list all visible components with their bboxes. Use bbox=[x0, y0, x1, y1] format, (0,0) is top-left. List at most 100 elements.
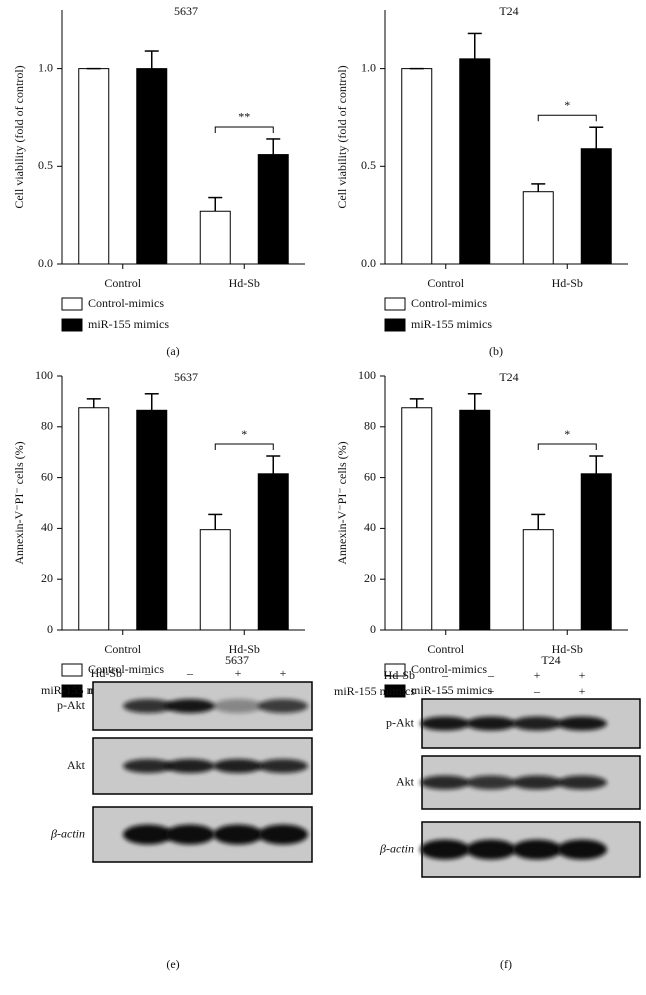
error-bar bbox=[208, 513, 223, 530]
bar bbox=[199, 210, 231, 265]
condition-mark: + bbox=[235, 666, 242, 680]
bar bbox=[522, 191, 554, 265]
y-tick-label: 80 bbox=[364, 419, 376, 433]
error-bar bbox=[589, 455, 604, 474]
chart-title: 5637 bbox=[174, 4, 198, 18]
blot-band bbox=[512, 839, 562, 860]
error-bar bbox=[86, 398, 101, 408]
band-label: β-actin bbox=[379, 841, 414, 855]
y-tick-label: 1.0 bbox=[38, 60, 53, 74]
blot-band bbox=[420, 839, 470, 860]
blot-band bbox=[512, 775, 562, 790]
condition-mark: – bbox=[186, 666, 194, 680]
legend-swatch bbox=[61, 663, 83, 677]
significance-label: * bbox=[241, 427, 247, 441]
condition-mark: + bbox=[579, 668, 586, 682]
y-tick-label: 0.0 bbox=[38, 256, 53, 270]
blot-band bbox=[557, 839, 607, 860]
error-bar bbox=[144, 393, 159, 411]
error-bar bbox=[531, 513, 546, 530]
condition-mark: – bbox=[441, 684, 449, 698]
x-tick-label: Hd-Sb bbox=[552, 642, 583, 656]
condition-label: Hd-Sb bbox=[91, 666, 122, 680]
panel-label: (f) bbox=[500, 957, 512, 971]
x-tick-label: Control bbox=[427, 642, 464, 656]
blot-band bbox=[123, 824, 173, 845]
x-tick-label: Hd-Sb bbox=[229, 642, 260, 656]
blot-band bbox=[123, 699, 173, 713]
x-tick-label: Hd-Sb bbox=[229, 276, 260, 290]
condition-mark: + bbox=[280, 666, 287, 680]
condition-mark: + bbox=[579, 684, 586, 698]
band-label: p-Akt bbox=[386, 715, 415, 729]
significance-bracket bbox=[537, 114, 597, 122]
band-label: Akt bbox=[67, 758, 86, 772]
blot-band bbox=[466, 716, 516, 731]
error-bar bbox=[531, 183, 546, 192]
y-tick-label: 40 bbox=[364, 520, 376, 534]
error-bar bbox=[589, 126, 604, 149]
condition-label: miR-155 mimics bbox=[334, 684, 415, 698]
legend-label: miR-155 mimics bbox=[88, 317, 169, 331]
y-tick-label: 0.5 bbox=[38, 158, 53, 172]
y-axis-label: Cell viability (fold of control) bbox=[12, 65, 26, 208]
legend-swatch bbox=[61, 684, 83, 698]
panel-label: (a) bbox=[166, 344, 179, 358]
x-tick-label: Control bbox=[104, 276, 141, 290]
bar bbox=[136, 409, 168, 631]
blot-band bbox=[213, 824, 263, 845]
significance-label: * bbox=[564, 427, 570, 441]
error-bar bbox=[266, 138, 281, 155]
blot-band bbox=[165, 824, 215, 845]
y-tick-label: 60 bbox=[364, 469, 376, 483]
error-bar bbox=[208, 196, 223, 212]
error-bar bbox=[144, 50, 159, 69]
chart-title: T24 bbox=[499, 370, 518, 384]
bar bbox=[136, 68, 168, 265]
blot-title: 5637 bbox=[225, 653, 249, 667]
bar bbox=[459, 409, 491, 631]
bar bbox=[401, 407, 433, 631]
legend-label: Control-mimics bbox=[88, 662, 164, 676]
y-tick-label: 1.0 bbox=[361, 60, 376, 74]
x-tick-label: Hd-Sb bbox=[552, 276, 583, 290]
chart: 5637 Cell viability (fold of control) 0.0 0… bbox=[12, 4, 305, 358]
band-label: β-actin bbox=[50, 826, 85, 840]
blot-band bbox=[165, 699, 215, 713]
condition-mark: + bbox=[488, 684, 495, 698]
bar bbox=[401, 68, 433, 265]
blot-band bbox=[466, 775, 516, 790]
y-axis-label: Annexin-V⁻PI⁻ cells (%) bbox=[335, 441, 349, 564]
band-label: Akt bbox=[396, 774, 415, 788]
blot-title: T24 bbox=[541, 653, 560, 667]
y-axis-label: Cell viability (fold of control) bbox=[335, 65, 349, 208]
chart: T24 Cell viability (fold of control) 0.0 0.… bbox=[335, 4, 628, 358]
y-tick-label: 100 bbox=[358, 368, 376, 382]
blot-band bbox=[420, 716, 470, 731]
blot-band bbox=[258, 699, 308, 713]
y-tick-label: 0.0 bbox=[361, 256, 376, 270]
x-tick-label: Control bbox=[104, 642, 141, 656]
error-bar bbox=[409, 398, 424, 408]
legend-label: miR-155 mimics bbox=[411, 683, 492, 697]
blot-band bbox=[420, 775, 470, 790]
y-axis-label: Annexin-V⁻PI⁻ cells (%) bbox=[12, 441, 26, 564]
bar bbox=[257, 154, 289, 265]
legend-swatch bbox=[61, 297, 83, 311]
y-tick-label: 40 bbox=[41, 520, 53, 534]
panel-label: (e) bbox=[166, 957, 179, 971]
bar bbox=[78, 68, 110, 265]
significance-bracket bbox=[537, 443, 597, 451]
legend-swatch bbox=[384, 684, 406, 698]
significance-bracket bbox=[214, 443, 274, 451]
y-tick-label: 0.5 bbox=[361, 158, 376, 172]
blot-band bbox=[123, 759, 173, 773]
condition-mark: – bbox=[144, 666, 152, 680]
blot-band bbox=[213, 699, 263, 713]
legend-label: miR-155 mimics bbox=[411, 317, 492, 331]
error-bar bbox=[266, 455, 281, 474]
chart-title: T24 bbox=[499, 4, 518, 18]
legend-swatch bbox=[384, 297, 406, 311]
y-tick-label: 0 bbox=[47, 622, 53, 636]
